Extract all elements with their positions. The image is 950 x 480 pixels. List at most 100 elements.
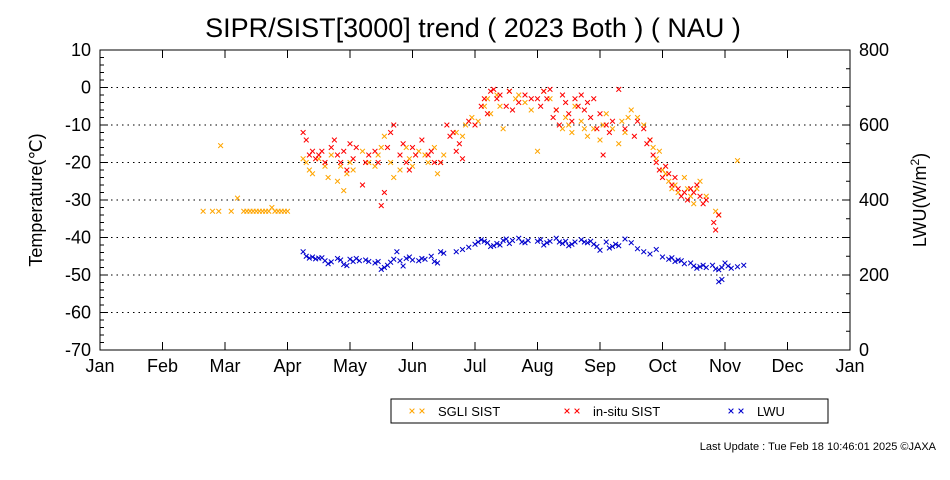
data-point [434, 170, 441, 177]
data-point [640, 125, 647, 132]
data-point [397, 152, 403, 158]
data-point [640, 248, 647, 255]
data-point [459, 155, 466, 162]
legend-item: SGLI SIST [409, 404, 500, 419]
x-tick-label: Aug [521, 356, 553, 376]
data-point [490, 242, 497, 249]
data-point [581, 107, 588, 113]
data-point [500, 237, 506, 244]
y-axis-label: Temperature(℃) [26, 133, 46, 266]
series-in-situ-sist [300, 86, 722, 233]
data-point [409, 408, 415, 414]
data-point [403, 255, 410, 262]
y2-tick-label: 600 [859, 115, 889, 135]
data-point [675, 185, 681, 192]
data-point [634, 118, 641, 125]
y-tick-label: -40 [65, 228, 91, 248]
data-point [647, 251, 653, 257]
data-point [375, 159, 381, 166]
data-point [431, 159, 438, 166]
data-point [409, 144, 416, 151]
data-point [606, 245, 613, 251]
data-point [634, 245, 641, 252]
data-point [453, 148, 460, 155]
legend-box [390, 398, 829, 424]
data-point [569, 118, 575, 125]
legend-item: in-situ SIST [564, 404, 660, 419]
data-point [390, 122, 397, 128]
data-point [584, 99, 591, 106]
data-point [553, 107, 560, 113]
data-point [540, 242, 547, 248]
data-point [734, 263, 741, 270]
data-point [384, 144, 391, 151]
data-point [328, 259, 335, 265]
data-point [612, 241, 619, 248]
x-tick-label: Oct [648, 356, 676, 376]
data-point [710, 219, 717, 226]
data-point [415, 257, 422, 264]
data-point [497, 242, 503, 248]
data-point [478, 236, 485, 243]
data-point [534, 95, 541, 102]
data-point [694, 182, 700, 188]
x-tick-label: Jan [835, 356, 864, 376]
data-point [537, 103, 544, 110]
data-point [659, 254, 666, 260]
data-point [328, 152, 335, 158]
data-point [319, 148, 325, 155]
data-point [597, 247, 603, 254]
data-point [628, 107, 635, 113]
legend: SGLI SIST in-situ SIST LWU [390, 398, 829, 424]
data-point [681, 189, 688, 196]
data-point [387, 129, 394, 136]
y2-axis-label-main: LWU(W/m [910, 166, 930, 248]
data-point [684, 197, 691, 203]
data-point [397, 257, 403, 264]
data-point [347, 140, 353, 147]
data-point [478, 103, 485, 110]
data-point [234, 195, 241, 201]
axes: 100-10-20-30-40-50-60-708006004002000Jan… [65, 40, 889, 376]
y2-tick-label: 800 [859, 40, 889, 60]
data-point [559, 92, 566, 98]
data-point [425, 159, 431, 166]
data-point [459, 246, 466, 253]
grid-lines [100, 87, 850, 313]
data-point [565, 110, 572, 117]
data-point [509, 107, 516, 113]
data-point [378, 144, 385, 151]
data-point [594, 125, 600, 132]
data-point [497, 92, 503, 98]
data-point [428, 253, 435, 260]
legend-item: LWU [728, 404, 785, 419]
data-point [562, 238, 569, 245]
data-point [397, 167, 403, 173]
y-tick-label: -70 [65, 340, 91, 360]
data-point [662, 163, 669, 170]
data-point [472, 241, 478, 248]
x-tick-label: Sep [584, 356, 616, 376]
data-point [406, 167, 413, 173]
data-point [522, 239, 528, 246]
data-point [344, 167, 350, 173]
data-point [715, 278, 722, 285]
data-point [700, 262, 706, 269]
data-point [337, 159, 344, 166]
data-point [522, 92, 528, 98]
data-point [325, 174, 331, 181]
data-point [340, 261, 347, 268]
data-point [574, 408, 580, 414]
data-point [587, 114, 594, 121]
data-point [615, 86, 622, 93]
x-tick-label: May [333, 356, 367, 376]
data-point [690, 263, 697, 269]
data-point [738, 408, 744, 414]
data-point [509, 237, 516, 244]
data-point [569, 129, 575, 136]
data-point [450, 129, 456, 136]
data-point [347, 256, 353, 263]
data-point [353, 255, 360, 262]
data-point [325, 260, 331, 267]
data-point [459, 133, 466, 140]
